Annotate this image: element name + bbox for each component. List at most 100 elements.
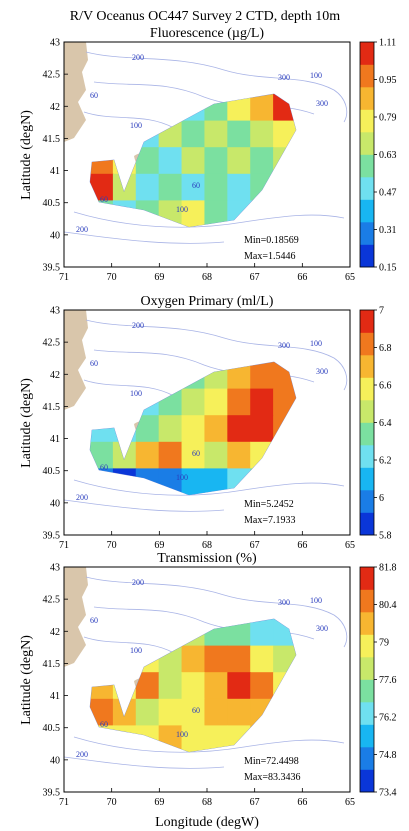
heatmap-cell xyxy=(158,441,183,469)
y-tick-label: 43 xyxy=(50,38,60,49)
x-tick-label: 65 xyxy=(345,272,355,283)
svg-text:60: 60 xyxy=(100,720,108,729)
x-tick-label: 71 xyxy=(59,272,69,283)
colorbar-block xyxy=(360,177,374,200)
heatmap-cell xyxy=(135,147,160,175)
panel-3: Transmission (%) 200 300 100 60 100 300 60 10… xyxy=(43,551,397,808)
panel-2: Oxygen Primary (ml/L) 200 300 100 60 100 300… xyxy=(43,294,392,551)
y-tick-label: 41 xyxy=(50,166,60,177)
svg-text:100: 100 xyxy=(130,646,142,655)
colorbar-tick-label: 6.4 xyxy=(379,418,392,429)
heatmap-cell xyxy=(181,388,206,416)
colorbar-tick-label: 6.2 xyxy=(379,456,392,467)
heatmap-cell xyxy=(204,200,228,227)
colorbar-block xyxy=(360,400,374,423)
heatmap-cell xyxy=(227,645,251,673)
heatmap-cell xyxy=(135,173,160,201)
y-tick-label: 42 xyxy=(50,370,60,381)
svg-text:200: 200 xyxy=(76,750,88,759)
heatmap-cell xyxy=(181,698,206,726)
colorbar-block xyxy=(360,512,374,536)
svg-text:300: 300 xyxy=(316,99,328,108)
x-axis-ticks: 71 70 69 68 67 66 65 xyxy=(59,788,355,808)
heatmap-cell xyxy=(181,645,206,673)
contour-labels: 200 300 100 60 100 300 60 100 60 200 xyxy=(76,321,328,502)
y-tick-label: 41 xyxy=(50,434,60,445)
x-tick-label: 68 xyxy=(202,540,212,551)
colorbar-block xyxy=(360,657,374,680)
colorbar-tick-label: 73.4 xyxy=(379,788,397,799)
heatmap-cell xyxy=(135,672,160,700)
heatmap-cell xyxy=(90,698,114,726)
y-tick-label: 41.5 xyxy=(43,134,61,145)
y-tick-label: 39.5 xyxy=(43,531,61,542)
y-tick-label: 39.5 xyxy=(43,788,61,799)
colorbar-tick-label: 80.4 xyxy=(379,600,397,611)
heatmap-cell xyxy=(181,200,206,227)
heatmap-cell xyxy=(227,94,251,122)
figure-title: R/V Oceanus OC447 Survey 2 CTD, depth 10… xyxy=(70,9,340,24)
x-tick-label: 69 xyxy=(154,797,164,808)
y-tick-label: 43 xyxy=(50,563,60,574)
colorbar-block xyxy=(360,702,374,725)
heatmap-cell xyxy=(181,725,206,752)
y-axis-ticks: 43 42.5 42 41.5 41 40.5 40 39.5 xyxy=(43,306,68,542)
heatmap-cell xyxy=(204,147,228,175)
y-axis-label: Latitude (degN) xyxy=(19,635,34,725)
svg-text:60: 60 xyxy=(100,195,108,204)
y-tick-label: 42.5 xyxy=(43,595,61,606)
y-tick-label: 42 xyxy=(50,627,60,638)
bathymetry-contours xyxy=(63,51,348,244)
svg-text:100: 100 xyxy=(176,205,188,214)
min-label: Min=5.2452 xyxy=(244,499,294,510)
colorbar-tick-label: 81.8 xyxy=(379,563,397,574)
colorbar-block xyxy=(360,64,374,88)
x-tick-label: 70 xyxy=(107,540,117,551)
heatmap-cell xyxy=(135,698,160,726)
heatmap-cell xyxy=(227,120,251,148)
x-tick-label: 71 xyxy=(59,797,69,808)
heatmap-cell xyxy=(250,120,274,148)
svg-text:60: 60 xyxy=(90,616,98,625)
y-tick-label: 42 xyxy=(50,102,60,113)
colorbar-tick-label: 0.79 xyxy=(379,113,397,124)
svg-text:200: 200 xyxy=(132,578,144,587)
colorbar-block xyxy=(360,199,374,223)
svg-text:200: 200 xyxy=(132,321,144,330)
svg-text:60: 60 xyxy=(192,181,200,190)
heatmap-cell xyxy=(158,698,183,726)
colorbar-block xyxy=(360,612,374,635)
x-axis-ticks: 71 70 69 68 67 66 65 xyxy=(59,263,355,283)
colorbar-tick-label: 7 xyxy=(379,306,384,317)
heatmap-cell xyxy=(227,672,251,700)
colorbar-block xyxy=(360,377,374,401)
colorbar-block xyxy=(360,154,374,178)
svg-text:60: 60 xyxy=(90,359,98,368)
heatmap-cell xyxy=(227,147,251,175)
x-tick-label: 68 xyxy=(202,797,212,808)
heatmap-cell xyxy=(158,672,183,700)
heatmap-cell xyxy=(204,173,228,201)
colorbar-block xyxy=(360,422,374,446)
x-tick-label: 67 xyxy=(250,797,260,808)
x-tick-label: 66 xyxy=(297,540,307,551)
heatmap-cell xyxy=(181,415,206,443)
heatmap-cell xyxy=(227,388,251,416)
heatmap-cell xyxy=(181,468,206,495)
colorbar-block xyxy=(360,310,374,333)
svg-text:100: 100 xyxy=(310,596,322,605)
heatmap-cell xyxy=(204,468,228,495)
colorbar: 81.8 80.4 79 77.6 76.2 74.8 73.4 xyxy=(359,563,397,799)
heatmap-cell xyxy=(135,441,160,469)
x-tick-label: 65 xyxy=(345,797,355,808)
heatmap-cell xyxy=(250,415,274,443)
svg-text:60: 60 xyxy=(192,449,200,458)
colorbar-tick-label: 76.2 xyxy=(379,713,397,724)
heatmap-cell xyxy=(135,415,160,443)
colorbar-tick-label: 0.31 xyxy=(379,225,397,236)
x-axis-ticks: 71 70 69 68 67 66 65 xyxy=(59,531,355,551)
panel-title: Transmission (%) xyxy=(157,551,257,566)
colorbar-tick-label: 0.47 xyxy=(379,188,397,199)
heatmap-cell xyxy=(158,173,183,201)
colorbar-tick-label: 6 xyxy=(379,493,384,504)
